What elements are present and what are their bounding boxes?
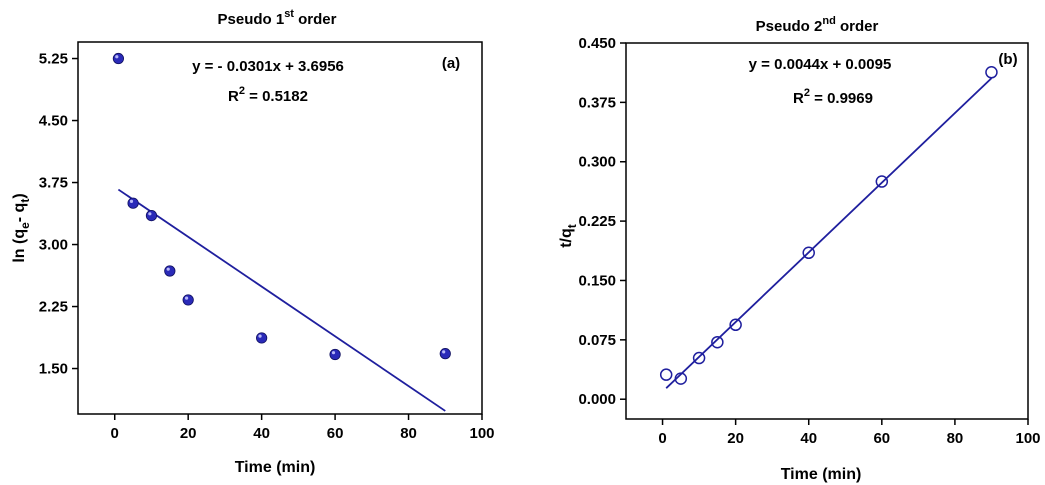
panel-b-title: Pseudo 2nd order xyxy=(756,15,879,35)
panel-b-fit-equation: y = 0.0044x + 0.0095 xyxy=(749,56,892,73)
panel-b-x-tick-label: 0 xyxy=(658,430,666,447)
panel-a-data-point xyxy=(256,332,268,344)
panel-b-data-point xyxy=(692,351,706,365)
panel-b-data-point xyxy=(985,66,998,79)
panel-b-y-axis-title: t/qt xyxy=(558,224,579,248)
panel-a-y-tick-label: 5.25 xyxy=(39,51,68,68)
panel-a-data-point-highlight xyxy=(129,199,134,203)
panel-b-y-tick-label: 0.450 xyxy=(578,35,616,52)
panel-a: Pseudo 1st order y = - 0.0301x + 3.6956 … xyxy=(11,8,495,476)
panel-a-y-tick-label: 1.50 xyxy=(39,361,68,378)
panel-a-title: Pseudo 1st order xyxy=(218,8,337,28)
panel-b-y-tick-label: 0.075 xyxy=(578,332,616,349)
panel-a-plot-frame xyxy=(77,41,483,415)
panel-a-y-tick-label: 2.25 xyxy=(39,299,68,316)
panel-a-x-tick-label: 100 xyxy=(469,425,494,442)
panel-b-data-point xyxy=(711,335,724,349)
panel-b-data-point xyxy=(875,175,889,188)
panel-a-x-tick-label: 20 xyxy=(180,425,197,442)
panel-a-y-tick-label: 3.75 xyxy=(39,175,68,192)
panel-a-label: (a) xyxy=(442,55,460,72)
panel-b-y-tick-label: 0.300 xyxy=(578,154,616,171)
panel-b-y-tick-label: 0.375 xyxy=(578,94,616,111)
panel-a-data-point-highlight xyxy=(331,351,336,355)
panel-b-x-tick-label: 40 xyxy=(800,430,817,447)
panel-a-data-point-highlight xyxy=(148,212,152,216)
panel-a-r-squared: R2 = 0.5182 xyxy=(228,85,308,105)
panel-b-x-tick-label: 80 xyxy=(947,430,964,447)
panel-a-fit-equation: y = - 0.0301x + 3.6956 xyxy=(192,58,344,75)
panel-b-r-squared: R2 = 0.9969 xyxy=(793,87,873,107)
panel-b: Pseudo 2nd order y = 0.0044x + 0.0095 R2… xyxy=(558,15,1041,483)
panel-a-data-point-highlight xyxy=(184,296,189,300)
panel-b-x-tick-label: 100 xyxy=(1015,430,1040,447)
panel-a-x-tick-label: 60 xyxy=(327,425,344,442)
panel-a-data-point xyxy=(112,52,125,65)
panel-a-data-point-highlight xyxy=(115,55,119,59)
panel-a-data-point xyxy=(164,265,176,277)
panel-a-y-axis-title: ln (qe- qt) xyxy=(11,193,32,262)
panel-a-data-point-highlight xyxy=(442,350,446,354)
panel-a-data-point xyxy=(329,348,341,361)
panel-b-y-tick-label: 0.150 xyxy=(578,272,616,289)
panel-b-data-point xyxy=(802,246,815,260)
panel-a-x-tick-label: 40 xyxy=(253,425,270,442)
panel-b-x-axis-title: Time (min) xyxy=(781,466,862,483)
panel-a-y-tick-label: 4.50 xyxy=(39,113,68,130)
panel-b-y-tick-label: 0.225 xyxy=(578,213,616,230)
panel-b-x-tick-label: 20 xyxy=(727,430,744,447)
panel-a-fit-line xyxy=(117,188,446,412)
panel-a-data-point xyxy=(127,197,139,209)
panel-a-data-point-highlight xyxy=(258,334,262,338)
panel-b-plot-frame xyxy=(625,42,1029,420)
panel-a-data-point xyxy=(182,294,194,306)
panel-a-data-point xyxy=(439,348,451,360)
panel-b-data-point xyxy=(659,368,673,381)
panel-b-x-tick-label: 60 xyxy=(873,430,890,447)
panel-b-fit-line xyxy=(665,77,993,389)
panel-a-data-point xyxy=(145,210,158,222)
panel-b-data-point xyxy=(674,372,688,385)
panel-a-y-tick-label: 3.00 xyxy=(39,237,68,254)
panel-b-y-tick-label: 0.000 xyxy=(578,391,616,408)
panel-a-data-point-highlight xyxy=(166,267,170,271)
panel-b-label: (b) xyxy=(998,51,1017,68)
panel-a-x-axis-title: Time (min) xyxy=(235,459,316,476)
panel-a-x-tick-label: 0 xyxy=(111,425,119,442)
panel-b-data-point xyxy=(729,318,742,332)
panel-a-x-tick-label: 80 xyxy=(400,425,417,442)
